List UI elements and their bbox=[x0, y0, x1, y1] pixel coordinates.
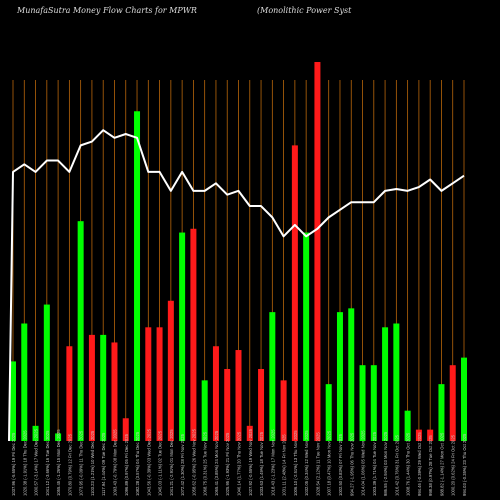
bar bbox=[280, 380, 287, 441]
x-tick-labels: 1037.96 (-5.65%) 19 Fri Dec 2025 1020.38 … bbox=[11, 428, 467, 496]
chart-title: MunafaSutra Money Flow Charts for MPWR bbox=[17, 6, 197, 15]
x-tick-label: 1027.92 (-0.55%) 19 Wed Nov 2025 bbox=[248, 428, 253, 496]
x-tick-label: 1031.11 (2.48%) 14 Fri Nov 2025 bbox=[282, 434, 287, 496]
bar bbox=[212, 346, 219, 441]
bar bbox=[382, 327, 389, 441]
x-tick-label: 1073.95 (-0.09%) 11 Thu Dec 2025 bbox=[79, 430, 84, 496]
bar bbox=[32, 425, 39, 441]
bar bbox=[427, 429, 434, 441]
x-tick-label: 1014.04 (1.06%) 05 Wed Nov 2025 bbox=[361, 430, 366, 496]
bars bbox=[10, 62, 467, 442]
price-line-layer bbox=[8, 129, 465, 442]
x-tick-label: 1043.56 (-0.39%) 03 Wed Dec 2025 bbox=[146, 428, 151, 496]
bar bbox=[461, 357, 467, 441]
bar bbox=[303, 232, 310, 441]
x-tick-label: 1045.03 (-1.11%) 02 Tue Dec 2025 bbox=[158, 430, 163, 496]
x-tick-label: 1000.57 (-3.14%) 17 Wed Dec 2025 bbox=[34, 428, 39, 496]
bar bbox=[348, 308, 355, 441]
x-tick-label: 1008.76 (1.44%) 30 Thu Oct 2025 bbox=[406, 432, 411, 496]
x-tick-label: 1000.20 (0.62%) 24 Fri Oct 2025 bbox=[451, 434, 456, 496]
x-tick-label: 1055.45 (-1.26%) 15 Mon Dec 2025 bbox=[56, 429, 61, 496]
x-tick-label: 998.38 (0.97%) 28 Tue Oct 2025 bbox=[428, 435, 433, 496]
bar bbox=[43, 304, 50, 441]
bar bbox=[404, 410, 411, 441]
bar bbox=[246, 425, 253, 441]
bar bbox=[10, 361, 16, 441]
bar bbox=[111, 342, 118, 441]
bar bbox=[134, 111, 141, 442]
bar bbox=[179, 232, 186, 441]
x-tick-label: 1018.43 (-1.23%) 17 Mon Nov 2025 bbox=[270, 429, 275, 496]
bar bbox=[269, 312, 276, 441]
bar bbox=[66, 346, 73, 441]
x-tick-label: 1065.41 (3.85%) 24 Mon Nov 2025 bbox=[214, 430, 219, 496]
bar bbox=[370, 365, 377, 441]
bar bbox=[314, 62, 321, 441]
bar bbox=[167, 300, 174, 441]
x-tick-label: 1072.42 (1.30%) 28 Fri Nov 2025 bbox=[180, 433, 185, 496]
x-tick-label: 1006.10 (-2.51%) 13 Thu Nov 2025 bbox=[293, 430, 298, 496]
flow-line bbox=[8, 129, 465, 442]
x-tick-label: 1082.28 (3.57%) 04 Thu Dec 2025 bbox=[135, 431, 140, 496]
bar bbox=[325, 384, 332, 441]
x-tick-label: 994.03 (-0.35%) 23 Thu Oct 2025 bbox=[462, 433, 467, 496]
x-tick-label: 994.46 (-0.39%) 29 Wed Oct 2025 bbox=[417, 432, 422, 496]
x-tick-label: 1020.38 (-1.91%) 18 Thu Dec 2025 bbox=[22, 430, 27, 496]
bar bbox=[190, 228, 197, 441]
bar bbox=[55, 433, 62, 441]
x-tick-label: 986.55 (-2.94%) 03 Mon Nov 2025 bbox=[383, 431, 388, 496]
x-tick-label: 1025.95 (-1.93%) 21 Fri Nov 2025 bbox=[225, 432, 230, 496]
bar bbox=[291, 145, 298, 441]
x-tick-label: 988.82 (-1.14%) 27 Mon Oct 2025 bbox=[439, 432, 444, 496]
x-tick-label: 1032.05 (0.34%) 12 Wed Nov 2025 bbox=[304, 430, 309, 496]
x-tick-label: 994.27 (-1.95%) 06 Thu Nov 2025 bbox=[349, 432, 354, 496]
x-tick-label: 1016.42 (0.76%) 31 Fri Oct 2025 bbox=[394, 434, 399, 496]
x-tick-label: 1028.54 (2.12%) 11 Tue Nov 2025 bbox=[315, 432, 320, 496]
x-tick-label: 1096.89 (0.97%) 05 Fri Dec 2025 bbox=[124, 433, 129, 496]
x-tick-label: 1041.21 (-2.91%) 01 Mon Dec 2025 bbox=[169, 429, 174, 496]
bar bbox=[258, 368, 265, 441]
bar bbox=[449, 365, 456, 441]
x-tick-label: 1046.14 (1.77%) 20 Thu Nov 2025 bbox=[237, 431, 242, 496]
x-tick-label: 1041.12 (-3.66%) 16 Tue Dec 2025 bbox=[45, 430, 50, 496]
x-tick-label: 1007.18 (0.47%) 10 Mon Nov 2025 bbox=[327, 430, 332, 496]
bar bbox=[88, 334, 95, 441]
bar bbox=[393, 323, 400, 441]
x-tick-label: 1068.75 (0.31%) 25 Tue Nov 2025 bbox=[203, 431, 208, 496]
x-tick-label: 1037.96 (-5.65%) 19 Fri Dec 2025 bbox=[11, 432, 16, 496]
bar bbox=[21, 323, 28, 441]
bar bbox=[122, 418, 129, 441]
company-name: (Monolithic Power Syst bbox=[257, 6, 352, 15]
bar bbox=[224, 368, 231, 441]
x-tick-label: 1117.94 (1.44%) 09 Tue Dec 2025 bbox=[101, 432, 106, 496]
x-tick-label: 1070.80 (0.79%) 12 Fri Dec 2025 bbox=[67, 433, 72, 496]
bar bbox=[145, 327, 152, 441]
x-tick-label: 1103.23 (1.21%) 10 Wed Dec 2025 bbox=[90, 430, 95, 496]
bar bbox=[336, 312, 343, 441]
bar bbox=[156, 327, 163, 441]
bar bbox=[201, 380, 208, 441]
x-tick-label: 1002.50 (0.83%) 07 Fri Nov 2025 bbox=[338, 433, 343, 496]
bar bbox=[438, 384, 445, 441]
x-tick-label: 1003.39 (1.71%) 04 Tue Nov 2025 bbox=[372, 431, 377, 496]
x-tick-label: 1033.63 (1.49%) 18 Tue Nov 2025 bbox=[259, 431, 264, 496]
bar bbox=[359, 365, 366, 441]
x-tick-label: 1093.43 (-0.79%) 08 Mon Dec 2025 bbox=[112, 429, 117, 496]
bar bbox=[77, 221, 84, 441]
bar bbox=[100, 334, 107, 441]
bar bbox=[235, 350, 242, 441]
bar bbox=[415, 429, 422, 441]
x-tick-label: 1058.62 (-0.95%) 26 Wed Nov 2025 bbox=[191, 428, 196, 496]
